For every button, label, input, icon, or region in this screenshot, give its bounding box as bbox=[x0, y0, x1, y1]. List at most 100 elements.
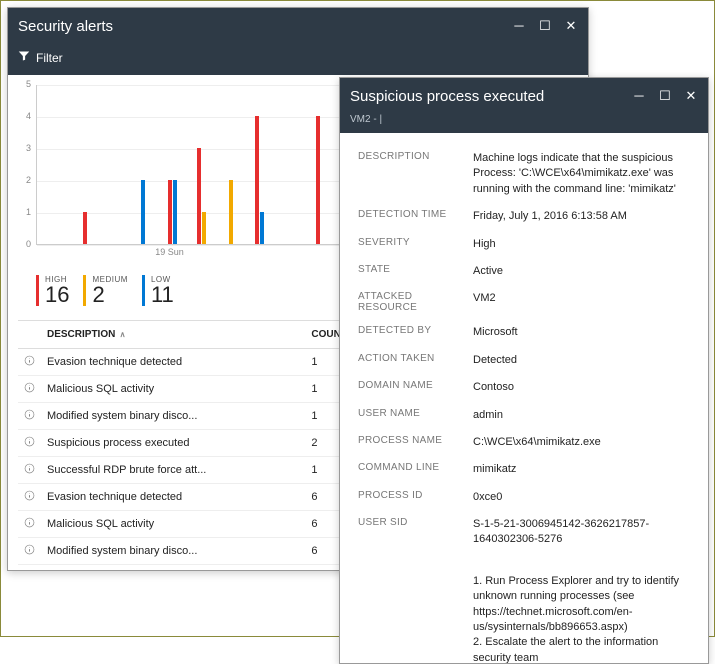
chart-ylabel: 3 bbox=[26, 143, 31, 153]
alert-info-icon bbox=[18, 538, 41, 565]
close-icon[interactable]: ✕ bbox=[564, 19, 578, 33]
sort-asc-icon: ∧ bbox=[117, 330, 125, 339]
detail-value: Contoso bbox=[473, 380, 690, 395]
alert-info-icon bbox=[18, 349, 41, 376]
detail-row: USER NAMEadmin bbox=[358, 402, 690, 429]
chart-ylabel: 1 bbox=[26, 207, 31, 217]
alert-info-icon bbox=[18, 403, 41, 430]
detail-key: DETECTION TIME bbox=[358, 209, 473, 220]
detail-value: C:\WCE\x64\mimikatz.exe bbox=[473, 435, 690, 450]
alerts-window-buttons: ─ ☐ ✕ bbox=[512, 19, 578, 33]
alerts-title: Security alerts bbox=[18, 18, 512, 35]
table-cell-description: Evasion technique detected bbox=[41, 349, 305, 376]
detail-row: DESCRIPTIONMachine logs indicate that th… bbox=[358, 145, 690, 203]
alert-info-icon bbox=[18, 457, 41, 484]
detail-key: SEVERITY bbox=[358, 237, 473, 248]
detail-row: USER SIDS-1-5-21-3006945142-3626217857-1… bbox=[358, 511, 690, 554]
minimize-icon[interactable]: ─ bbox=[632, 89, 646, 103]
detail-row: ATTACKED RESOURCEVM2 bbox=[358, 285, 690, 319]
chart-bar-low bbox=[141, 180, 145, 244]
summary-text: LOW11 bbox=[151, 275, 174, 306]
table-cell-description: Suspicious process executed bbox=[41, 565, 305, 571]
detail-key: DESCRIPTION bbox=[358, 151, 473, 162]
chart-bar-high bbox=[255, 116, 259, 244]
summary-text: MEDIUM2 bbox=[92, 275, 127, 306]
detail-row: ACTION TAKENDetected bbox=[358, 347, 690, 374]
chart-ylabel: 5 bbox=[26, 79, 31, 89]
table-header-description[interactable]: DESCRIPTION ∧ bbox=[41, 321, 305, 349]
details-window-buttons: ─ ☐ ✕ bbox=[632, 89, 698, 103]
table-cell-description: Malicious SQL activity bbox=[41, 511, 305, 538]
detail-row: PROCESS NAMEC:\WCE\x64\mimikatz.exe bbox=[358, 429, 690, 456]
detail-value: VM2 bbox=[473, 291, 690, 306]
chart-bar-high bbox=[197, 148, 201, 244]
details-title: Suspicious process executed bbox=[350, 88, 632, 105]
chart-bar-low bbox=[173, 180, 177, 244]
minimize-icon[interactable]: ─ bbox=[512, 19, 526, 33]
maximize-icon[interactable]: ☐ bbox=[658, 89, 672, 103]
detail-row: DETECTION TIMEFriday, July 1, 2016 6:13:… bbox=[358, 203, 690, 230]
chart-ylabel: 2 bbox=[26, 175, 31, 185]
chart-bar-group bbox=[129, 180, 158, 244]
chart-bar-high bbox=[83, 212, 87, 244]
alert-info-icon bbox=[18, 565, 41, 571]
detail-row: DOMAIN NAMEContoso bbox=[358, 374, 690, 401]
filter-icon[interactable] bbox=[18, 50, 30, 65]
table-header-label: DESCRIPTION bbox=[47, 329, 115, 340]
maximize-icon[interactable]: ☐ bbox=[538, 19, 552, 33]
detail-key: STATE bbox=[358, 264, 473, 275]
detail-value: Microsoft bbox=[473, 325, 690, 340]
detail-row-remediation: REMEDIATION STEPS1. Run Process Explorer… bbox=[358, 568, 690, 663]
summary-text: HIGH16 bbox=[45, 275, 69, 306]
summary-item-low: LOW11 bbox=[142, 275, 174, 306]
summary-value: 2 bbox=[92, 284, 127, 306]
detail-key: ACTION TAKEN bbox=[358, 353, 473, 364]
summary-color-bar bbox=[142, 275, 145, 306]
close-icon[interactable]: ✕ bbox=[684, 89, 698, 103]
chart-bar-medium bbox=[229, 180, 233, 244]
detail-value: Detected bbox=[473, 353, 690, 368]
alert-info-icon bbox=[18, 511, 41, 538]
summary-color-bar bbox=[83, 275, 86, 306]
chart-bar-high bbox=[316, 116, 320, 244]
detail-row: SEVERITYHigh bbox=[358, 231, 690, 258]
detail-value: mimikatz bbox=[473, 462, 690, 477]
detail-key: PROCESS ID bbox=[358, 490, 473, 501]
detail-row: PROCESS ID0xce0 bbox=[358, 484, 690, 511]
filter-label[interactable]: Filter bbox=[36, 51, 63, 65]
detail-row: DETECTED BYMicrosoft bbox=[358, 319, 690, 346]
chart-bar-group bbox=[216, 180, 245, 244]
detail-key: DETECTED BY bbox=[358, 325, 473, 336]
details-body: DESCRIPTIONMachine logs indicate that th… bbox=[340, 133, 708, 663]
detail-key: USER SID bbox=[358, 517, 473, 528]
alert-info-icon bbox=[18, 430, 41, 457]
summary-color-bar bbox=[36, 275, 39, 306]
detail-value: Machine logs indicate that the suspiciou… bbox=[473, 151, 690, 197]
detail-key: DOMAIN NAME bbox=[358, 380, 473, 391]
table-cell-description: Malicious SQL activity bbox=[41, 376, 305, 403]
chart-xlabel: 19 Sun bbox=[155, 247, 184, 257]
detail-value: S-1-5-21-3006945142-3626217857-164030230… bbox=[473, 517, 690, 548]
alert-info-icon bbox=[18, 484, 41, 511]
chart-bar-high bbox=[168, 180, 172, 244]
details-titlebar: Suspicious process executed ─ ☐ ✕ bbox=[340, 78, 708, 114]
detail-key: COMMAND LINE bbox=[358, 462, 473, 473]
detail-value: 1. Run Process Explorer and try to ident… bbox=[473, 574, 690, 663]
table-cell-description: Successful RDP brute force att... bbox=[41, 457, 305, 484]
chart-bar-low bbox=[260, 212, 264, 244]
chart-bar-group bbox=[158, 180, 187, 244]
chart-bar-group bbox=[187, 148, 216, 244]
detail-value: 0xce0 bbox=[473, 490, 690, 505]
detail-value: Friday, July 1, 2016 6:13:58 AM bbox=[473, 209, 690, 224]
detail-key: USER NAME bbox=[358, 408, 473, 419]
detail-value: admin bbox=[473, 408, 690, 423]
summary-item-high: HIGH16 bbox=[36, 275, 69, 306]
detail-key: PROCESS NAME bbox=[358, 435, 473, 446]
detail-key: ATTACKED RESOURCE bbox=[358, 291, 473, 313]
details-subtitle: VM2 - | bbox=[340, 114, 708, 133]
chart-ylabel: 4 bbox=[26, 111, 31, 121]
detail-row: STATEActive bbox=[358, 258, 690, 285]
alerts-toolbar: Filter bbox=[8, 44, 588, 75]
chart-bar-group bbox=[70, 212, 99, 244]
table-cell-description: Evasion technique detected bbox=[41, 484, 305, 511]
